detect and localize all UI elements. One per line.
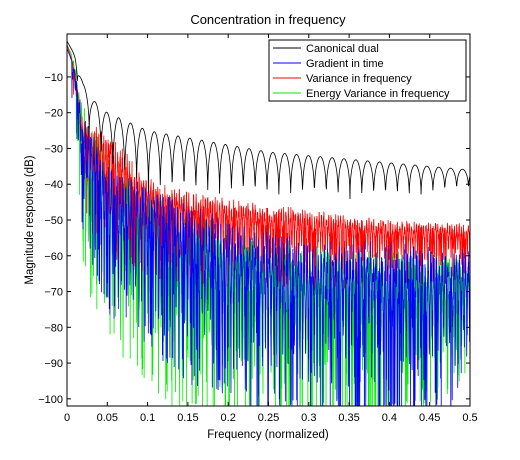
legend-label-3: Energy Variance in frequency [306, 88, 450, 100]
y-tick-label: −70 [44, 287, 63, 299]
x-tick-label: 0.45 [419, 412, 440, 424]
series-layer [66, 40, 471, 407]
x-axis: 0 0.05 0.1 0.15 0.2 0.25 0.3 0.35 0.4 0.45 0.5 [64, 34, 478, 424]
x-tick-label: 0.25 [258, 412, 279, 424]
y-tick-label: −10 [44, 72, 63, 84]
legend-label-2: Variance in frequency [306, 73, 412, 85]
y-tick-label: −30 [44, 143, 63, 155]
y-tick-label: −50 [44, 215, 63, 227]
series-line-0 [66, 40, 471, 199]
legend: Canonical dual Gradient in time Variance i… [268, 39, 467, 102]
x-tick-label: 0.05 [97, 412, 118, 424]
legend-label-0: Canonical dual [306, 43, 379, 55]
x-tick-label: 0.4 [382, 412, 397, 424]
x-tick-label: 0.2 [221, 412, 236, 424]
chart-title: Concentration in frequency [190, 12, 346, 27]
legend-label-1: Gradient in time [306, 58, 384, 70]
series-line-2 [66, 44, 471, 291]
x-tick-label: 0.1 [140, 412, 155, 424]
x-tick-label: 0.35 [338, 412, 359, 424]
y-axis-title: Magnitude response (dB) [24, 155, 36, 284]
legend-box [268, 39, 467, 102]
x-tick-label: 0.15 [177, 412, 198, 424]
y-tick-label: −90 [44, 358, 63, 370]
x-tick-label: 0.5 [462, 412, 477, 424]
y-tick-label: −40 [44, 179, 63, 191]
x-tick-label: 0.3 [301, 412, 316, 424]
y-axis: −100 −90 −80 −70 −60 −50 −40 −30 −20 −10 [38, 72, 470, 406]
y-tick-label: −60 [44, 251, 63, 263]
x-axis-title: Frequency (normalized) [207, 429, 329, 441]
series-line-1 [66, 48, 471, 407]
y-tick-label: −80 [44, 322, 63, 334]
x-tick-label: 0 [64, 412, 70, 424]
y-tick-label: −20 [44, 108, 63, 120]
y-tick-label: −100 [38, 394, 63, 406]
